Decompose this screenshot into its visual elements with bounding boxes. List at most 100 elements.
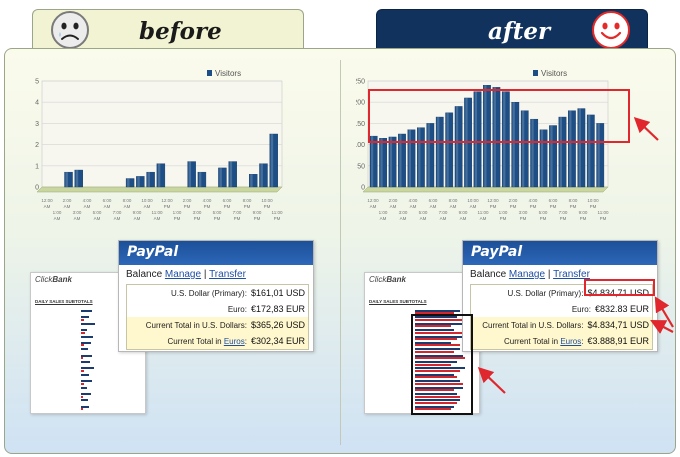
paypal-logo: PayPal [127, 244, 179, 260]
before-y-tick-label: 5 [35, 79, 39, 86]
after-x-tick-label: 2:00 [509, 198, 518, 203]
after-clickbank-row [369, 309, 479, 315]
after-tab: after [376, 9, 648, 51]
before-clickbank-blue-bar [81, 316, 90, 319]
before-x-tick-label: 8:00 [123, 198, 132, 203]
before-bar-highlight [137, 176, 140, 187]
link-separator: | [547, 269, 551, 280]
after-x-tick-suffix: AM [420, 216, 427, 221]
after-bar [435, 116, 444, 188]
manage-link[interactable]: Manage [508, 269, 546, 280]
after-bar [407, 129, 416, 188]
after-bar-highlight [371, 136, 374, 187]
after-clickbank-blue-bar [415, 316, 457, 319]
after-x-tick-suffix: PM [590, 204, 597, 209]
after-clickbank-blue-bar [415, 399, 460, 402]
before-clickbank-row [35, 347, 145, 353]
after-bar [520, 110, 529, 188]
after-bar [445, 112, 454, 188]
clickbank-highlight-box [411, 314, 473, 415]
euros-link[interactable]: Euros [223, 336, 245, 346]
after-bar [454, 106, 463, 188]
before-visitors-chart: 543210Visitors12:00AM1:00AM2:00AM3:00AM4… [35, 69, 283, 221]
after-bar [530, 118, 539, 188]
after-clickbank-blue-bar [415, 367, 466, 370]
after-clickbank-row [369, 360, 479, 366]
before-x-tick-suffix: PM [234, 216, 241, 221]
after-x-tick-suffix: AM [410, 204, 417, 209]
after-x-tick-label: 1:00 [499, 210, 508, 215]
before-clickbank-row [35, 405, 145, 411]
after-bar [558, 116, 567, 188]
after-clickbank-row [369, 392, 479, 398]
after-bar-highlight [437, 117, 440, 187]
after-clickbank-blue-bar [415, 373, 455, 376]
before-x-tick-label: 9:00 [133, 210, 142, 215]
after-x-tick-suffix: AM [440, 216, 447, 221]
after-bar [426, 123, 435, 188]
before-bar-highlight [250, 174, 253, 187]
usd-primary-row: U.S. Dollar (Primary): $4.834,71 USD [507, 288, 649, 298]
after-bar [586, 114, 595, 188]
before-clickbank-row [35, 373, 145, 379]
transfer-link[interactable]: Transfer [209, 269, 246, 280]
after-clickbank-blue-bar [415, 329, 455, 332]
after-x-tick-suffix: AM [390, 204, 397, 209]
after-clickbank-red-bar [415, 325, 452, 328]
after-visitors-chart: 250200150100500Visitors12:00AM1:00AM2:00… [356, 69, 609, 221]
before-clickbank-blue-bar [81, 309, 93, 312]
after-clickbank-blue-bar [415, 386, 463, 389]
after-x-tick-label: 6:00 [549, 198, 558, 203]
after-bar-highlight [588, 114, 591, 187]
before-clickbank-red-bar [81, 318, 84, 321]
before-clickbank-row [35, 322, 145, 328]
before-y-tick-label: 4 [35, 100, 39, 107]
before-x-tick-suffix: AM [44, 204, 51, 209]
after-x-tick-suffix: PM [570, 204, 577, 209]
before-bar [64, 171, 73, 188]
before-x-tick-suffix: PM [194, 216, 201, 221]
before-bar-highlight [147, 172, 151, 187]
after-label: after [488, 18, 551, 45]
before-x-tick-suffix: AM [114, 216, 121, 221]
before-bar-highlight [65, 172, 68, 187]
after-x-tick-label: 3:00 [519, 210, 528, 215]
manage-link[interactable]: Manage [164, 269, 202, 280]
after-y-tick-label: 50 [357, 163, 365, 170]
transfer-link[interactable]: Transfer [553, 269, 590, 280]
after-x-tick-suffix: AM [450, 204, 457, 209]
paypal-logo: PayPal [471, 244, 523, 260]
before-bar-highlight [219, 167, 222, 187]
after-x-tick-suffix: AM [430, 204, 437, 209]
after-bar-highlight [559, 117, 563, 187]
after-y-tick-label: 150 [356, 121, 365, 128]
before-x-tick-suffix: PM [274, 216, 281, 221]
before-clickbank-blue-bar [81, 405, 90, 408]
clickbank-rows [35, 309, 145, 411]
link-separator: | [203, 269, 207, 280]
before-clickbank-blue-bar [81, 341, 92, 344]
before-legend-swatch [207, 70, 212, 76]
after-clickbank-row [369, 335, 479, 341]
after-clickbank-red-bar [415, 401, 457, 404]
before-x-tick-label: 4:00 [83, 198, 92, 203]
before-clickbank-blue-bar [81, 335, 94, 338]
after-x-tick-suffix: PM [500, 216, 507, 221]
euros-link[interactable]: Euros [560, 336, 582, 346]
after-x-tick-label: 12:00 [487, 198, 499, 203]
after-x-tick-label: 10:00 [587, 198, 599, 203]
after-legend-swatch [533, 70, 538, 76]
before-x-tick-label: 5:00 [93, 210, 102, 215]
before-x-tick-label: 1:00 [173, 210, 182, 215]
before-bar-highlight [127, 178, 130, 187]
after-clickbank-row [369, 347, 479, 353]
after-x-tick-label: 3:00 [399, 210, 408, 215]
clickbank-rows [369, 309, 479, 411]
balance-label: Balance [470, 269, 507, 280]
before-bar-highlight [270, 134, 274, 187]
after-bar-highlight [550, 125, 553, 187]
after-clickbank-row [369, 379, 479, 385]
after-bar-highlight [540, 129, 544, 187]
before-x-tick-suffix: PM [244, 204, 251, 209]
after-clickbank-blue-bar [415, 309, 460, 312]
